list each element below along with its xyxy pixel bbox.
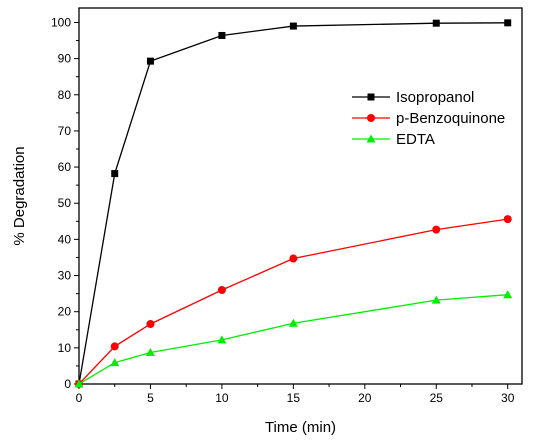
x-tick-label: 10 xyxy=(215,391,229,405)
ticks: 0 5 10 15 20 25 30 0 10 20 30 40 50 60 70 80 90 100 xyxy=(51,15,515,405)
x-tick-label: 5 xyxy=(147,391,154,405)
plot-frame xyxy=(78,7,523,385)
y-tick-label: 60 xyxy=(58,160,72,174)
legend-marker-edta xyxy=(366,134,376,143)
data-point-p-benzoquinone xyxy=(289,254,298,263)
x-tick-label: 25 xyxy=(430,391,444,405)
axes xyxy=(78,7,523,385)
data-point-p-benzoquinone xyxy=(217,286,226,294)
y-axis-label: % Degradation xyxy=(11,146,28,245)
data-point-edta xyxy=(110,358,120,367)
y-tick-label: 70 xyxy=(58,124,72,138)
data-point-p-benzoquinone xyxy=(432,225,441,234)
series-p-benzoquinone xyxy=(75,215,512,388)
data-point-edta xyxy=(503,290,513,299)
data-point-edta xyxy=(431,295,441,304)
data-point-isopropanol xyxy=(289,22,297,30)
y-tick-label: 10 xyxy=(58,341,72,355)
y-tick-label: 20 xyxy=(58,305,72,319)
legend-item-edta: EDTA xyxy=(352,131,435,148)
y-tick-label: 50 xyxy=(58,196,72,210)
data-point-p-benzoquinone xyxy=(503,215,512,224)
y-tick-label: 80 xyxy=(58,88,72,102)
legend-marker-isopropanol xyxy=(367,93,375,101)
legend-label-edta: EDTA xyxy=(396,131,435,148)
series-edta xyxy=(74,290,513,388)
x-axis-label: Time (min) xyxy=(265,419,336,436)
x-tick-label: 20 xyxy=(358,391,372,405)
y-tick-label: 30 xyxy=(58,269,72,283)
legend-item-isopropanol: Isopropanol xyxy=(352,89,474,106)
series-line-isopropanol xyxy=(78,22,508,385)
legend-marker-p-benzoquinone xyxy=(367,114,375,122)
y-tick-label: 0 xyxy=(64,377,71,391)
data-point-edta xyxy=(217,335,227,344)
legend-label-p-benzoquinone: p-Benzoquinone xyxy=(396,110,505,127)
data-point-isopropanol xyxy=(111,170,119,178)
data-point-isopropanol xyxy=(432,19,440,27)
data-point-p-benzoquinone xyxy=(110,342,119,351)
data-point-isopropanol xyxy=(218,31,226,39)
legend-label-isopropanol: Isopropanol xyxy=(396,89,474,106)
y-tick-label: 40 xyxy=(58,232,72,246)
x-tick-label: 30 xyxy=(501,391,515,405)
series-line-p-benzoquinone xyxy=(78,218,508,385)
x-tick-label: 15 xyxy=(287,391,301,405)
legend: Isopropanol p-Benzoquinone EDTA xyxy=(352,89,505,148)
series-group xyxy=(74,19,513,388)
y-tick-label: 90 xyxy=(58,52,72,66)
data-point-edta xyxy=(288,318,298,327)
data-point-isopropanol xyxy=(504,19,512,27)
data-point-p-benzoquinone xyxy=(146,319,155,328)
y-tick-label: 100 xyxy=(51,15,71,29)
series-line-edta xyxy=(78,294,508,385)
data-point-edta xyxy=(74,379,84,388)
x-tick-label: 0 xyxy=(76,391,83,405)
series-isopropanol xyxy=(75,19,512,388)
legend-item-p-benzoquinone: p-Benzoquinone xyxy=(352,110,505,127)
data-point-edta xyxy=(145,348,155,357)
data-point-isopropanol xyxy=(146,57,154,65)
